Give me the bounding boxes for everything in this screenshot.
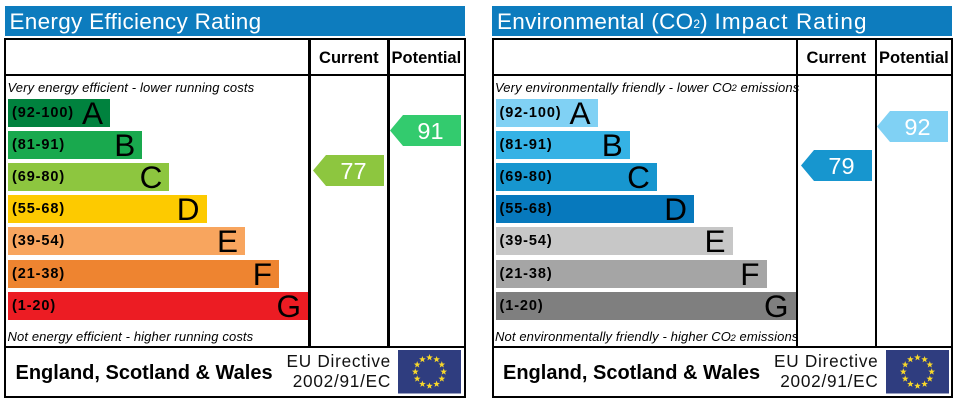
svg-text:92: 92 (905, 114, 931, 140)
svg-text:91: 91 (417, 118, 443, 144)
svg-text:79: 79 (828, 153, 854, 179)
svg-text:77: 77 (341, 158, 367, 184)
